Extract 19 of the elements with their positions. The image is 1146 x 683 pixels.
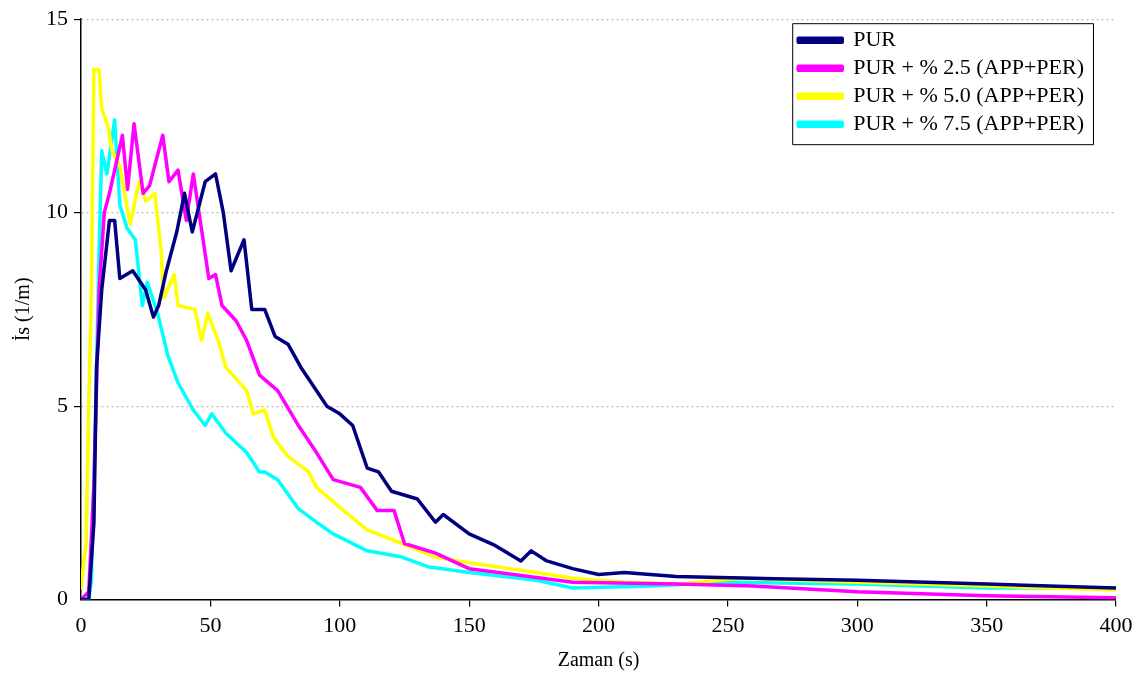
- legend-label: PUR: [853, 25, 897, 51]
- x-tick-label: 0: [75, 611, 87, 637]
- x-tick-label: 400: [1099, 611, 1133, 637]
- x-tick-label: 250: [711, 611, 745, 637]
- y-axis-title: İs (1/m): [11, 277, 35, 342]
- y-tick-label: 15: [46, 4, 68, 30]
- x-tick-label: 50: [199, 611, 222, 637]
- y-tick-label: 5: [57, 391, 68, 417]
- x-axis-title: Zaman (s): [557, 648, 640, 672]
- x-tick-label: 300: [840, 611, 874, 637]
- y-tick-label: 0: [57, 585, 68, 611]
- legend-label: PUR + % 2.5 (APP+PER): [853, 53, 1084, 79]
- x-tick-label: 100: [323, 611, 357, 637]
- y-tick-label: 10: [46, 198, 68, 224]
- x-tick-label: 200: [582, 611, 615, 637]
- legend-label: PUR + % 5.0 (APP+PER): [853, 81, 1084, 107]
- x-tick-label: 350: [970, 611, 1004, 637]
- legend-label: PUR + % 7.5 (APP+PER): [853, 109, 1084, 135]
- x-tick-label: 150: [452, 611, 486, 637]
